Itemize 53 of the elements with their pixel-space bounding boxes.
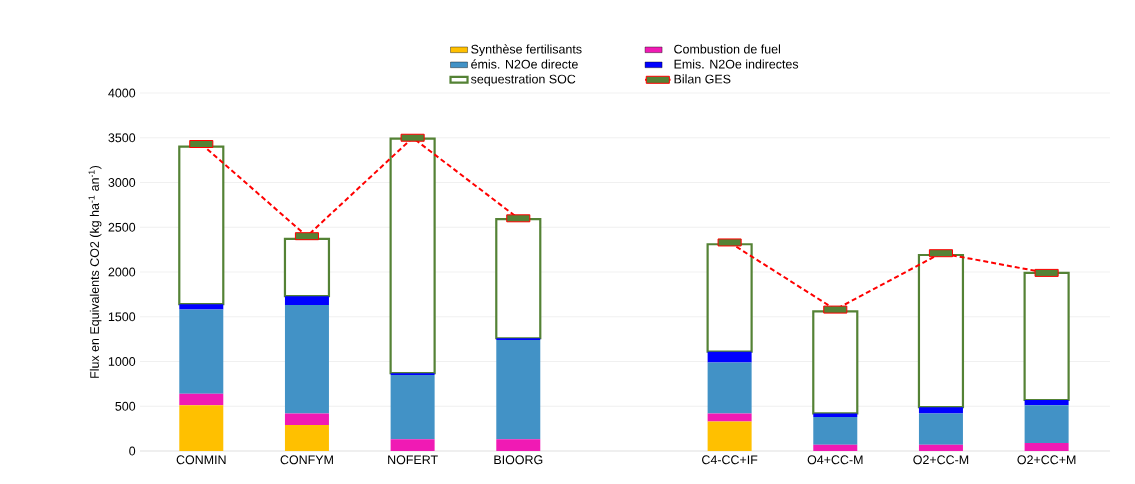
y-tick-label: 500 xyxy=(115,401,136,411)
legend-label: Bilan GES xyxy=(674,74,731,84)
bar xyxy=(707,421,752,451)
y-tick-label: 4000 xyxy=(108,88,136,98)
x-tick-label: C4-CC+IF xyxy=(702,455,758,465)
bar xyxy=(284,305,329,414)
bar xyxy=(707,413,752,422)
y-tick-label: 2000 xyxy=(108,267,136,277)
bar xyxy=(1023,271,1070,402)
legend-label: Emis. N2Oe indirectes xyxy=(674,59,799,69)
y-tick-label: 3500 xyxy=(108,133,136,143)
legend-label: Combustion de fuel xyxy=(674,44,781,54)
y-tick-label: 3000 xyxy=(108,178,136,187)
bar xyxy=(179,309,224,394)
legend-label: sequestration SOC xyxy=(470,74,576,86)
bar xyxy=(284,413,329,426)
x-tick-label: NOFERT xyxy=(388,455,438,465)
bar xyxy=(918,407,963,414)
bar xyxy=(496,340,541,440)
legend-label: Synthèse fertilisants xyxy=(471,44,582,57)
bar xyxy=(390,439,435,451)
bar xyxy=(390,374,435,440)
bar xyxy=(179,393,224,406)
bar xyxy=(284,296,329,306)
bar xyxy=(1024,405,1069,443)
bar xyxy=(917,253,965,409)
bar xyxy=(813,416,858,445)
bar xyxy=(813,444,858,451)
bar xyxy=(496,439,541,451)
bar xyxy=(918,413,963,445)
x-tick-label: O2+CC-M xyxy=(913,455,969,465)
y-axis-title: Flux en Equivalents CO2 (kg ha$^{-1}$ an$^{-1}$) xyxy=(88,165,102,378)
x-tick-label: O2+CC+M xyxy=(1017,455,1076,465)
bar xyxy=(179,304,224,310)
bar xyxy=(813,413,858,417)
bar xyxy=(1024,442,1069,451)
legend-label: émis. N2Oe directe xyxy=(471,59,578,69)
x-tick-label: O4+CC-M xyxy=(807,455,863,465)
bar xyxy=(1024,399,1069,406)
bar xyxy=(284,425,329,451)
bar xyxy=(918,444,963,451)
y-tick-label: 0 xyxy=(129,446,136,456)
bar xyxy=(389,137,436,375)
y-tick-label: 2500 xyxy=(108,222,136,232)
y-tick-label: 1000 xyxy=(108,357,136,366)
bar xyxy=(707,362,752,414)
bar xyxy=(495,218,542,340)
bar xyxy=(179,405,224,451)
y-tick-label: 1500 xyxy=(108,312,136,322)
bar xyxy=(707,351,752,363)
x-tick-label: CONFYM xyxy=(280,455,333,465)
x-tick-label: CONMIN xyxy=(176,455,226,465)
x-tick-label: BIOORG xyxy=(494,455,543,465)
